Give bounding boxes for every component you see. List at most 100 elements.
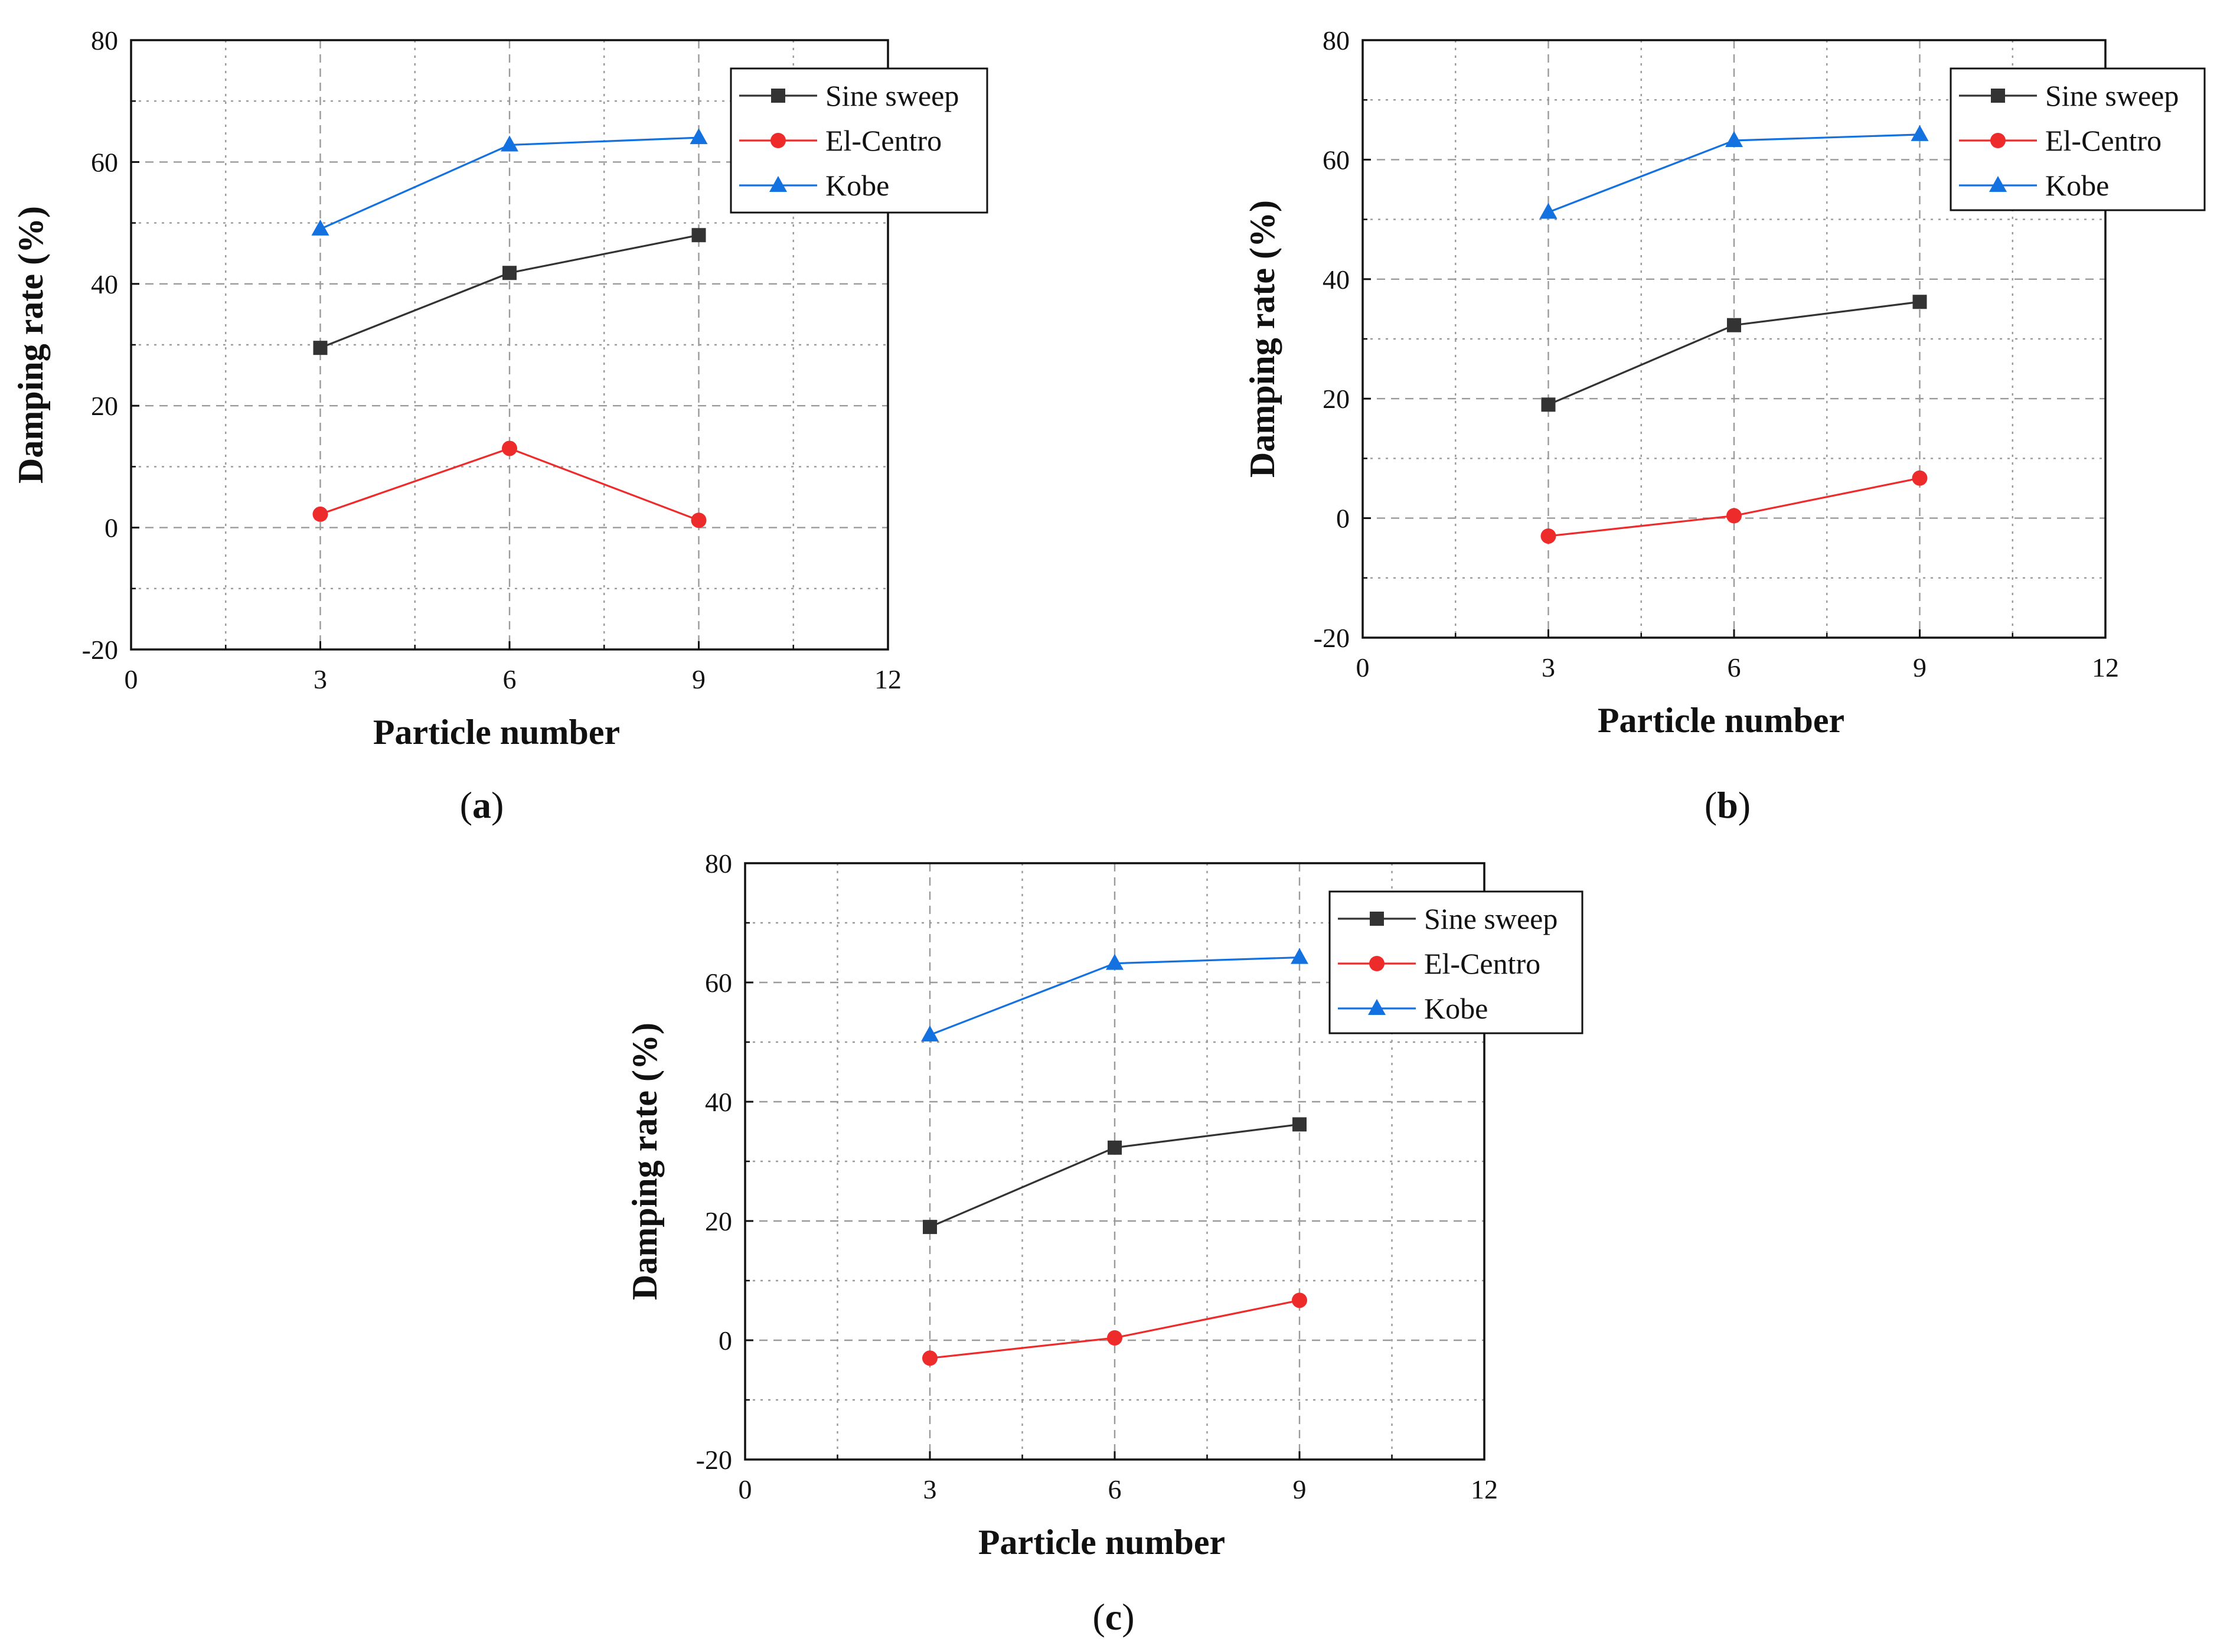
y-tick-label: 80 bbox=[705, 848, 732, 879]
series-kobe bbox=[921, 948, 1308, 1042]
data-point-el-centro bbox=[502, 440, 517, 456]
x-axis-title: Particle number bbox=[978, 1523, 1225, 1562]
data-point-kobe bbox=[1106, 954, 1124, 970]
y-tick-label: 60 bbox=[705, 968, 732, 998]
legend-item-el-centro: El-Centro bbox=[1338, 947, 1540, 980]
data-point-sine-sweep bbox=[1912, 295, 1927, 309]
series-el-centro bbox=[1540, 470, 1928, 544]
x-axis-title: Particle number bbox=[1598, 701, 1844, 740]
panel-label: (b) bbox=[1705, 784, 1751, 826]
series-group bbox=[311, 128, 708, 528]
y-tick-label: 20 bbox=[91, 391, 118, 421]
series-kobe bbox=[311, 128, 708, 236]
data-point-el-centro bbox=[1912, 470, 1928, 486]
y-tick-label: 40 bbox=[1323, 265, 1350, 295]
y-tick-label: 40 bbox=[705, 1087, 732, 1117]
x-axis-title: Particle number bbox=[373, 713, 620, 752]
series-kobe bbox=[1539, 125, 1929, 219]
x-tick-label: 12 bbox=[1471, 1474, 1498, 1504]
legend-label: Sine sweep bbox=[1424, 902, 1558, 935]
y-tick-label: -20 bbox=[1314, 623, 1350, 653]
y-tick-label: -20 bbox=[696, 1445, 732, 1475]
y-tick-label: 80 bbox=[1323, 25, 1350, 55]
legend-marker bbox=[1989, 176, 2007, 192]
x-tick-label: 12 bbox=[874, 664, 902, 694]
data-point-sine-sweep bbox=[691, 228, 706, 243]
series-sine-sweep bbox=[923, 1117, 1307, 1235]
legend-item-kobe: Kobe bbox=[739, 169, 889, 202]
legend-label: Sine sweep bbox=[2045, 79, 2179, 112]
legend-label: El-Centro bbox=[1424, 947, 1540, 980]
x-tick-label: 0 bbox=[1356, 652, 1370, 683]
data-point-kobe bbox=[501, 135, 518, 152]
legend-label: El-Centro bbox=[825, 124, 942, 157]
data-point-el-centro bbox=[922, 1350, 938, 1366]
y-tick-label: 0 bbox=[719, 1325, 732, 1356]
panel-label: (c) bbox=[1092, 1596, 1134, 1638]
y-tick-label: 40 bbox=[91, 269, 118, 299]
data-point-sine-sweep bbox=[313, 341, 328, 355]
legend-marker bbox=[1368, 999, 1386, 1015]
panel-label-letter: a bbox=[472, 784, 491, 826]
data-point-kobe bbox=[311, 219, 329, 236]
data-point-kobe bbox=[1725, 131, 1743, 148]
panel-label-open: ( bbox=[1705, 784, 1717, 826]
data-point-kobe bbox=[1911, 125, 1929, 141]
legend-item-kobe: Kobe bbox=[1959, 169, 2109, 202]
legend: Sine sweep El-Centro Kobe bbox=[1950, 67, 2206, 211]
x-tick-label: 6 bbox=[1108, 1474, 1122, 1504]
panel-label-open: ( bbox=[460, 784, 472, 826]
series-el-centro bbox=[312, 440, 707, 528]
data-point-kobe bbox=[690, 128, 708, 145]
y-axis-title: Damping rate (%) bbox=[1243, 200, 1282, 478]
data-point-el-centro bbox=[691, 512, 707, 528]
y-tick-label: 60 bbox=[91, 147, 118, 177]
data-point-sine-sweep bbox=[923, 1220, 937, 1235]
x-tick-label: 9 bbox=[1913, 652, 1927, 683]
legend-label: Kobe bbox=[1424, 992, 1488, 1025]
series-group bbox=[1539, 125, 1929, 544]
data-point-sine-sweep bbox=[1108, 1140, 1122, 1155]
x-tick-label: 9 bbox=[1293, 1474, 1307, 1504]
data-point-sine-sweep bbox=[1292, 1117, 1307, 1132]
x-tick-label: 12 bbox=[2092, 652, 2119, 683]
x-tick-label: 6 bbox=[1728, 652, 1741, 683]
y-tick-label: -20 bbox=[82, 635, 118, 665]
legend-marker bbox=[1370, 912, 1384, 926]
data-point-kobe bbox=[921, 1025, 939, 1042]
x-tick-label: 0 bbox=[739, 1474, 752, 1504]
y-tick-label: 0 bbox=[1336, 504, 1350, 534]
legend-label: Sine sweep bbox=[825, 79, 959, 112]
legend-item-sine-sweep: Sine sweep bbox=[739, 79, 959, 112]
data-point-kobe bbox=[1539, 203, 1558, 219]
legend-label: El-Centro bbox=[2045, 124, 2162, 157]
legend: Sine sweep El-Centro Kobe bbox=[730, 67, 988, 214]
x-tick-label: 9 bbox=[692, 664, 706, 694]
x-tick-label: 3 bbox=[314, 664, 327, 694]
data-point-el-centro bbox=[1107, 1330, 1122, 1346]
y-tick-label: 20 bbox=[705, 1206, 732, 1236]
legend-marker bbox=[771, 89, 785, 103]
legend-item-sine-sweep: Sine sweep bbox=[1338, 902, 1558, 935]
legend-marker bbox=[1369, 956, 1385, 971]
legend-item-el-centro: El-Centro bbox=[1959, 124, 2162, 157]
legend-label: Kobe bbox=[2045, 169, 2109, 202]
legend-marker bbox=[1990, 133, 2006, 148]
legend-marker bbox=[770, 133, 786, 148]
data-point-el-centro bbox=[1540, 528, 1556, 544]
y-tick-label: 60 bbox=[1323, 145, 1350, 175]
series-sine-sweep bbox=[1541, 295, 1927, 412]
legend-item-sine-sweep: Sine sweep bbox=[1959, 79, 2179, 112]
legend: Sine sweep El-Centro Kobe bbox=[1328, 890, 1583, 1034]
y-tick-label: 0 bbox=[105, 513, 118, 543]
series-sine-sweep bbox=[313, 228, 706, 355]
x-tick-label: 6 bbox=[503, 664, 517, 694]
legend-item-kobe: Kobe bbox=[1338, 992, 1488, 1025]
y-tick-label: 20 bbox=[1323, 384, 1350, 414]
legend-item-el-centro: El-Centro bbox=[739, 124, 942, 157]
x-tick-label: 0 bbox=[125, 664, 138, 694]
